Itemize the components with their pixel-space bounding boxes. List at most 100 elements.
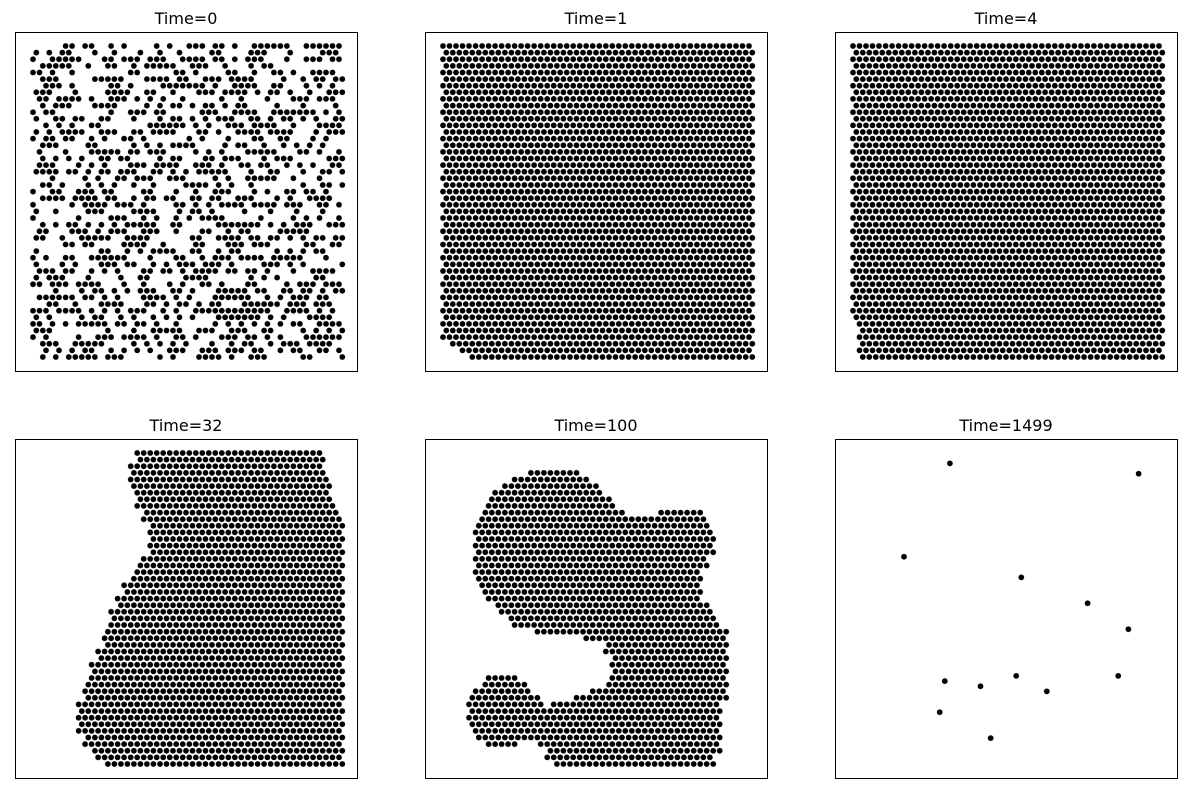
scatter-point	[723, 128, 730, 136]
scatter-point	[947, 56, 954, 63]
scatter-point	[1054, 155, 1062, 162]
scatter-point	[875, 148, 883, 156]
scatter-point	[674, 267, 681, 275]
scatter-point	[46, 49, 53, 56]
scatter-point	[257, 135, 265, 142]
scatter-point	[1045, 175, 1052, 182]
scatter-point	[589, 69, 596, 76]
scatter-point	[657, 49, 665, 56]
scatter-point	[478, 214, 486, 222]
scatter-point	[739, 82, 746, 89]
scatter-point	[1107, 62, 1114, 70]
scatter-point	[1084, 69, 1091, 76]
scatter-point	[589, 241, 596, 248]
scatter-point	[1048, 75, 1055, 83]
scatter-point	[1120, 89, 1127, 96]
scatter-point	[866, 75, 873, 83]
scatter-point	[700, 188, 707, 195]
scatter-point	[251, 42, 258, 50]
scatter-point	[225, 347, 232, 354]
scatter-point	[173, 82, 180, 89]
scatter-point	[602, 201, 609, 208]
scatter-point	[612, 115, 619, 122]
scatter-point	[313, 115, 320, 122]
scatter-point	[517, 82, 525, 89]
scatter-point	[862, 135, 870, 142]
scatter-point	[446, 82, 453, 89]
scatter-point	[1087, 168, 1094, 175]
scatter-point	[218, 254, 225, 261]
scatter-point	[335, 320, 343, 328]
scatter-point	[495, 75, 502, 83]
scatter-point	[319, 195, 326, 202]
scatter-point	[592, 62, 600, 70]
scatter-point	[1093, 75, 1101, 83]
scatter-point	[1080, 168, 1088, 175]
scatter-point	[599, 340, 606, 347]
scatter-point	[566, 353, 574, 361]
scatter-point	[602, 307, 609, 314]
scatter-point	[534, 168, 541, 175]
scatter-point	[589, 254, 596, 261]
scatter-point	[176, 287, 183, 294]
scatter-point	[94, 148, 102, 156]
scatter-point	[742, 75, 749, 83]
scatter-point	[641, 333, 648, 341]
scatter-point	[1084, 95, 1091, 103]
scatter-point	[228, 181, 235, 189]
scatter-point	[1032, 109, 1039, 116]
scatter-point	[703, 49, 710, 56]
scatter-point	[153, 42, 160, 50]
scatter-point	[901, 148, 909, 156]
scatter-point	[999, 95, 1006, 103]
scatter-point	[1084, 82, 1091, 89]
scatter-point	[1012, 109, 1019, 116]
scatter-point	[697, 142, 704, 149]
scatter-point	[49, 294, 56, 301]
scatter-point	[1146, 102, 1153, 109]
scatter-point	[319, 168, 326, 175]
scatter-point	[208, 195, 216, 202]
scatter-point	[521, 327, 528, 334]
scatter-point	[1064, 148, 1072, 156]
scatter-point	[1100, 181, 1107, 189]
scatter-point	[215, 181, 222, 189]
scatter-point	[443, 300, 450, 308]
scatter-point	[1120, 234, 1127, 242]
scatter-point	[1129, 135, 1137, 142]
scatter-point	[117, 353, 125, 361]
scatter-point	[550, 267, 557, 275]
scatter-point	[723, 314, 730, 321]
scatter-point	[648, 188, 655, 195]
scatter-point	[579, 261, 587, 268]
scatter-point	[732, 135, 740, 142]
scatter-point	[326, 221, 333, 228]
scatter-point	[983, 89, 990, 96]
scatter-point	[615, 42, 622, 50]
scatter-point	[303, 294, 310, 301]
scatter-point	[511, 347, 518, 354]
scatter-point	[859, 181, 866, 189]
scatter-point	[1116, 214, 1124, 222]
scatter-point	[674, 188, 681, 195]
scatter-point	[547, 234, 554, 242]
scatter-point	[690, 353, 697, 361]
scatter-point	[462, 75, 469, 83]
scatter-point	[622, 109, 629, 116]
scatter-point	[612, 208, 619, 215]
scatter-point	[716, 181, 723, 189]
scatter-point	[853, 181, 860, 189]
scatter-point	[306, 287, 313, 294]
scatter-point	[544, 56, 551, 63]
scatter-point	[723, 89, 730, 96]
scatter-point	[62, 267, 69, 275]
scatter-point	[879, 75, 886, 83]
scatter-point	[729, 208, 736, 215]
scatter-point	[976, 168, 984, 175]
scatter-point	[166, 42, 173, 50]
scatter-point	[218, 214, 225, 222]
scatter-point	[700, 281, 707, 288]
scatter-point	[560, 340, 567, 347]
scatter-point	[225, 294, 232, 301]
scatter-point	[947, 241, 954, 248]
